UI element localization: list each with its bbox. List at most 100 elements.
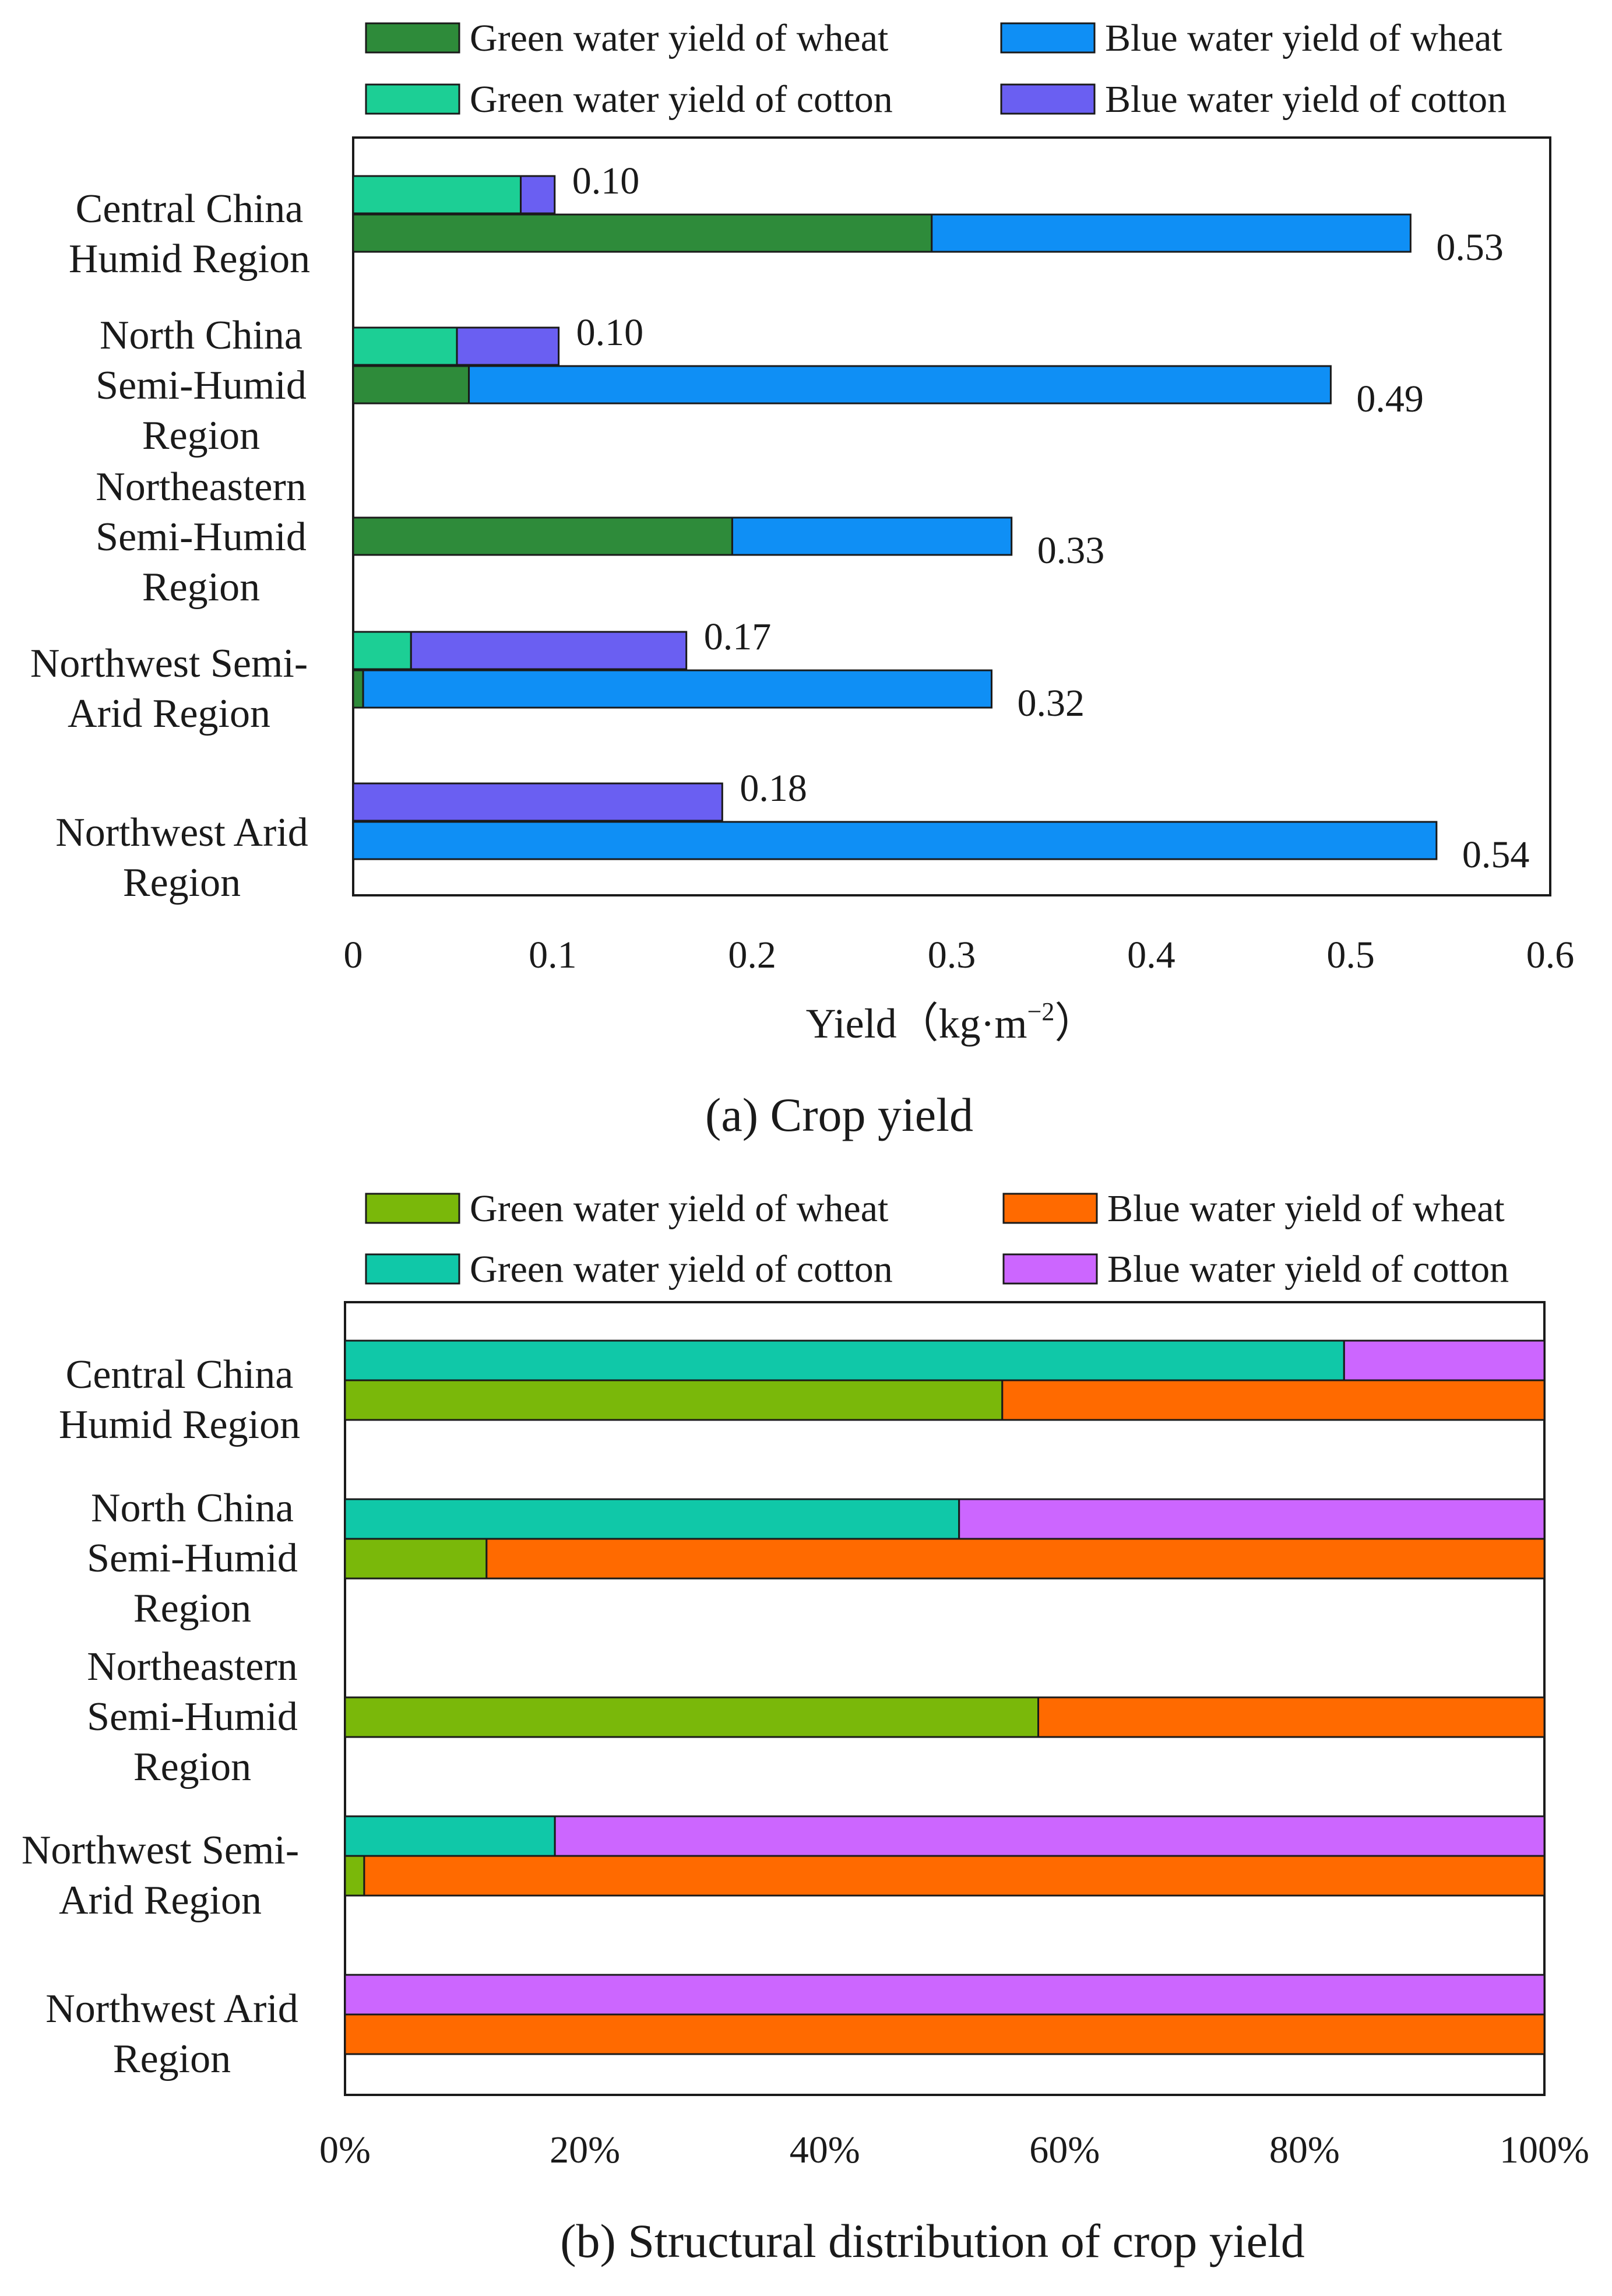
- bar-wheat-green-share: [344, 1538, 488, 1580]
- legend-swatch: [365, 22, 460, 54]
- category-label: North China: [91, 1486, 294, 1531]
- x-tick-label: 0.3: [928, 934, 976, 976]
- bar-cotton-blue: [410, 631, 688, 670]
- category-label: Central China: [66, 1352, 294, 1397]
- category-label: Semi-Humid: [96, 363, 307, 408]
- bar-cotton-blue: [520, 175, 556, 215]
- x-tick-label: 0.4: [1127, 934, 1175, 976]
- x-tick-label: 40%: [790, 2129, 860, 2171]
- category-label: Northwest Semi-: [30, 641, 308, 686]
- x-tick-label: 0.5: [1326, 934, 1375, 976]
- panel-b-x-tick-labels: 0% 20% 40% 60% 80% 100%: [319, 2129, 1589, 2171]
- bar-wheat-green-share: [344, 1855, 365, 1897]
- category-label: Arid Region: [68, 691, 270, 736]
- legend-label: Blue water yield of cotton: [1105, 78, 1507, 121]
- x-tick-label: 20%: [550, 2129, 620, 2171]
- x-tick-label: 0%: [319, 2129, 371, 2171]
- category-label: Region: [133, 1745, 251, 1789]
- category-label: Region: [142, 565, 260, 610]
- legend-label: Blue water yield of wheat: [1107, 1187, 1505, 1230]
- x-axis-label-text: Yield（kg·m: [806, 1000, 1027, 1047]
- bar-wheat-blue-share: [363, 1855, 1546, 1897]
- bar-cotton-blue-share: [1343, 1339, 1546, 1381]
- panel-b-category-labels: Central China Humid Region North China Semi…: [22, 1352, 300, 2081]
- bar-wheat-green: [352, 516, 733, 556]
- panel-a-crop-yield: Green water yield of wheat Blue water yie…: [30, 17, 1574, 1141]
- category-label: Northeastern: [87, 1644, 298, 1689]
- bar-wheat-green-share: [344, 1696, 1040, 1738]
- bar-wheat-blue: [468, 365, 1332, 405]
- legend-label: Green water yield of cotton: [470, 1248, 893, 1291]
- category-label: Region: [113, 2037, 231, 2081]
- data-label-cotton-total: 0.17: [704, 616, 772, 658]
- bar-wheat-blue-share: [485, 1538, 1546, 1580]
- data-label-cotton-total: 0.10: [572, 160, 639, 202]
- x-axis-label-end: ）: [1054, 1000, 1096, 1047]
- category-label: Semi-Humid: [87, 1694, 298, 1739]
- category-label: Humid Region: [59, 1402, 300, 1447]
- panel-a-plot-frame: [352, 136, 1551, 896]
- panel-a-legend: Green water yield of wheat Blue water yie…: [365, 17, 1507, 121]
- category-label: Northwest Arid: [55, 810, 308, 855]
- panel-b-structural-distribution: Green water yield of wheat Blue water yie…: [22, 1187, 1589, 2267]
- data-label-wheat-total: 0.49: [1356, 378, 1424, 420]
- category-label: Northeastern: [96, 465, 307, 509]
- bar-wheat-green: [352, 365, 470, 405]
- legend-swatch: [365, 1253, 460, 1285]
- legend-label: Green water yield of wheat: [470, 1187, 888, 1230]
- legend-swatch: [1000, 83, 1096, 115]
- panel-a-x-tick-labels: 0 0.1 0.2 0.3 0.4 0.5 0.6: [344, 934, 1575, 976]
- category-label: Semi-Humid: [87, 1536, 298, 1581]
- bar-cotton-blue-share: [958, 1498, 1546, 1540]
- bar-cotton-blue-share: [554, 1815, 1546, 1857]
- category-label: Semi-Humid: [96, 515, 307, 560]
- bar-cotton-green: [352, 175, 522, 215]
- category-label: North China: [100, 313, 302, 358]
- category-label: Region: [133, 1586, 251, 1631]
- x-tick-label: 0.2: [728, 934, 776, 976]
- panel-a-x-axis-label: Yield（kg·m−2）: [806, 997, 1097, 1047]
- legend-swatch: [1002, 1253, 1098, 1285]
- x-tick-label: 100%: [1500, 2129, 1589, 2171]
- data-label-wheat-total: 0.54: [1462, 834, 1530, 876]
- x-tick-label: 60%: [1029, 2129, 1100, 2171]
- legend-swatch: [365, 83, 460, 115]
- x-tick-label: 0.6: [1526, 934, 1575, 976]
- bar-wheat-blue: [362, 669, 992, 709]
- panel-b-bars: [344, 1339, 1546, 2055]
- panel-b-caption: (b) Structural distribution of crop yiel…: [560, 2214, 1305, 2267]
- data-label-cotton-total: 0.18: [740, 767, 807, 810]
- category-label: Central China: [76, 187, 304, 231]
- legend-label: Blue water yield of wheat: [1105, 17, 1502, 59]
- data-label-wheat-total: 0.32: [1017, 682, 1085, 725]
- bar-cotton-blue: [456, 326, 560, 366]
- bar-wheat-green: [352, 669, 364, 709]
- legend-label: Blue water yield of cotton: [1107, 1248, 1509, 1291]
- bar-cotton-blue: [352, 782, 723, 822]
- bar-wheat-blue-share: [1001, 1379, 1546, 1421]
- legend-label: Green water yield of cotton: [470, 78, 893, 121]
- bar-cotton-green-share: [344, 1815, 556, 1857]
- legend-label: Green water yield of wheat: [470, 17, 888, 59]
- bar-wheat-blue: [731, 516, 1013, 556]
- bar-wheat-green: [352, 213, 933, 253]
- legend-swatch: [1000, 22, 1096, 54]
- category-label: Humid Region: [69, 237, 310, 282]
- panel-a-caption: (a) Crop yield: [705, 1088, 973, 1141]
- bar-wheat-blue: [352, 821, 1438, 860]
- x-tick-label: 0.1: [529, 934, 577, 976]
- x-tick-label: 0: [344, 934, 363, 976]
- legend-swatch: [365, 1193, 460, 1224]
- panel-a-bars: 0.53 0.10 0.49 0.10 0.33 0.32 0.17 0.54 0.18: [352, 160, 1530, 876]
- bar-wheat-blue-share: [344, 2013, 1546, 2055]
- bar-cotton-green: [352, 326, 458, 366]
- bar-cotton-blue-share: [344, 1974, 1546, 2016]
- x-axis-label-superscript: −2: [1027, 997, 1055, 1026]
- legend-swatch: [1002, 1193, 1098, 1224]
- bar-wheat-green-share: [344, 1379, 1004, 1421]
- bar-cotton-green: [352, 631, 412, 670]
- bar-cotton-green-share: [344, 1498, 960, 1540]
- data-label-wheat-total: 0.53: [1436, 226, 1504, 269]
- data-label-cotton-total: 0.10: [576, 311, 643, 354]
